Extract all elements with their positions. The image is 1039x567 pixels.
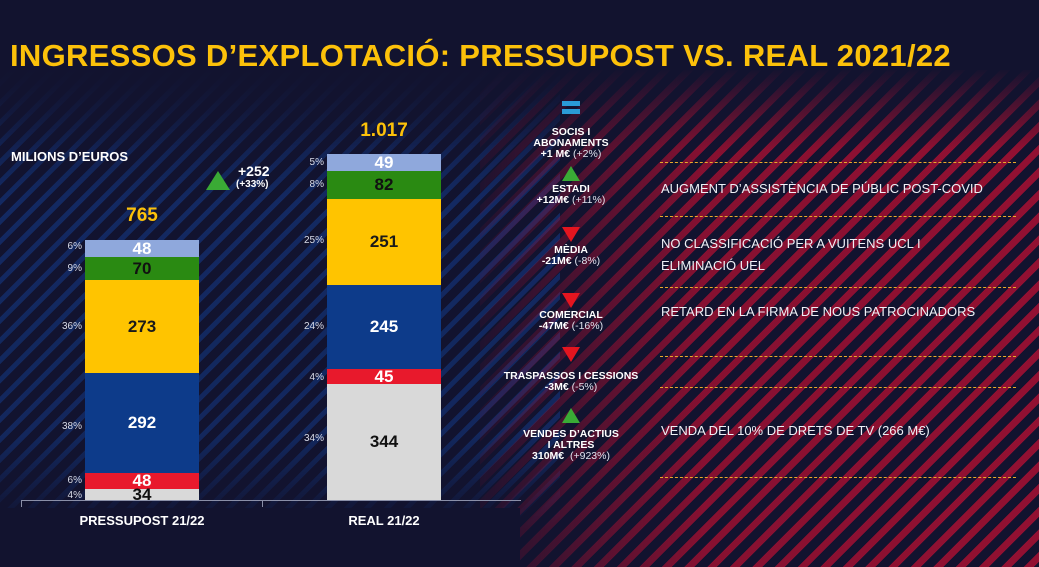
category-label: SOCIS I (551, 126, 591, 138)
category-label: I ALTRES (547, 439, 595, 451)
triangle-down-icon (562, 227, 580, 242)
segment-percent: 25% (303, 235, 324, 246)
bar-segment: 70 (85, 257, 199, 280)
triangle-down-icon (562, 347, 580, 362)
real-total: 1.017 (360, 120, 408, 141)
category-change-pct: (-5%) (571, 381, 598, 393)
category-change: +12M€ (536, 194, 570, 206)
segment-percent: 34% (303, 433, 324, 444)
category-change-pct: (-16%) (571, 320, 604, 332)
category-change-pct: (+11%) (571, 194, 606, 206)
bar-segment: 251 (327, 199, 441, 285)
category-change: -3M€ (544, 381, 569, 393)
delta-percent: (+33%) (236, 179, 269, 190)
x-axis-tick (21, 500, 22, 507)
category-label: ESTADI (552, 183, 590, 195)
segment-percent: 4% (309, 372, 324, 383)
category-comercial: COMERCIAL -47M€ (-16%) (491, 310, 651, 332)
background-bottom (0, 508, 520, 567)
units-label: MILIONS D’EUROS (11, 149, 129, 164)
category-change-pct: (-8%) (574, 255, 601, 267)
real-bar: 49 82 251 245 45 344 (327, 153, 441, 500)
delta-value: +252 (238, 163, 270, 179)
x-axis-label-real: REAL 21/22 (348, 513, 420, 528)
segment-percent: 5% (309, 157, 324, 168)
category-label: ABONAMENTS (533, 137, 609, 149)
note-media: NO CLASSIFICACIÓ PER A VUITENS UCL I ELI… (661, 236, 921, 273)
bar-segment: 34 (85, 485, 199, 504)
x-axis-tick (262, 500, 263, 507)
page-title: INGRESSOS D’EXPLOTACIÓ: PRESSUPOST VS. R… (10, 38, 951, 73)
bar-segment: 344 (327, 384, 441, 500)
x-axis (21, 500, 521, 501)
segment-percent: 4% (67, 490, 82, 501)
triangle-down-icon (562, 293, 580, 308)
category-change: +1 M€ (540, 148, 571, 160)
divider-dashed (660, 162, 1016, 163)
segment-percent: 36% (61, 321, 82, 332)
bar-segment: 48 (85, 239, 199, 258)
category-change: -21M€ (541, 255, 572, 267)
category-change: -47M€ (538, 320, 569, 332)
category-media: MÈDIA -21M€ (-8%) (491, 245, 651, 267)
category-vendes-actius: VENDES D’ACTIUS I ALTRES 310M€ (+923%) (491, 429, 651, 462)
note-comercial: RETARD EN LA FIRMA DE NOUS PATROCINADORS (661, 304, 976, 319)
budget-bar: 48 70 273 292 48 34 (85, 239, 199, 504)
category-socis: SOCIS I ABONAMENTS +1 M€ (+2%) (491, 127, 651, 160)
background-stripes-blue (0, 60, 560, 530)
segment-percent: 8% (309, 179, 324, 190)
divider-dashed (660, 216, 1016, 217)
category-label: TRASPASSOS I CESSIONS (503, 370, 639, 382)
divider-dashed (660, 387, 1016, 388)
category-change-pct: (+2%) (573, 148, 602, 160)
segment-percent: 38% (61, 421, 82, 432)
segment-percent: 9% (67, 263, 82, 274)
category-change: 310M€ (532, 450, 565, 462)
budget-total: 765 (126, 205, 158, 226)
bar-segment: 292 (85, 373, 199, 473)
category-estadi: ESTADI +12M€ (+11%) (491, 184, 651, 206)
category-label: VENDES D’ACTIUS (523, 428, 619, 440)
triangle-up-icon (562, 408, 580, 423)
bar-segment: 245 (327, 285, 441, 369)
category-traspassos: TRASPASSOS I CESSIONS -3M€ (-5%) (491, 371, 651, 393)
segment-percent: 24% (303, 321, 324, 332)
bar-segment: 273 (85, 280, 199, 373)
x-axis-label-budget: PRESSUPOST 21/22 (79, 513, 205, 528)
segment-percent: 6% (67, 475, 82, 486)
segment-percent: 6% (67, 241, 82, 252)
equal-icon (562, 101, 580, 115)
divider-dashed (660, 356, 1016, 357)
bar-segment: 82 (327, 171, 441, 199)
bar-segment: 48 (85, 471, 199, 490)
divider-dashed (660, 477, 1016, 478)
category-change-pct: (+923%) (569, 450, 610, 462)
bar-segment: 45 (327, 367, 441, 386)
category-label: COMERCIAL (539, 309, 603, 321)
bar-segment: 49 (327, 153, 441, 172)
note-estadi: AUGMENT D’ASSISTÈNCIA DE PÚBLIC POST-COV… (661, 181, 983, 196)
triangle-up-icon (562, 166, 580, 181)
category-label: MÈDIA (554, 244, 588, 256)
divider-dashed (660, 287, 1016, 288)
note-vendes-actius: VENDA DEL 10% DE DRETS DE TV (266 M€) (661, 423, 930, 438)
triangle-up-icon (206, 171, 230, 190)
